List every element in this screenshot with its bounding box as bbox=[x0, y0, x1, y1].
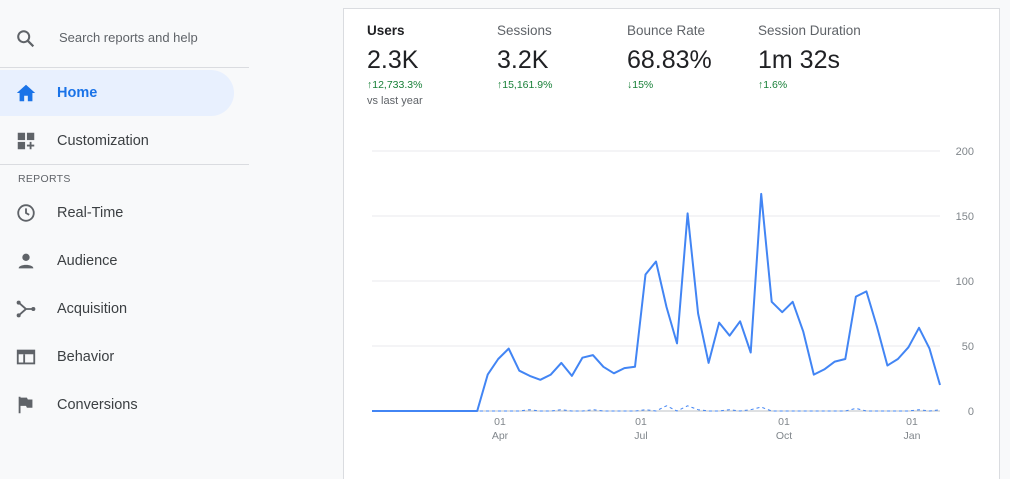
metric-label: Sessions bbox=[497, 23, 552, 38]
nav-real-time-label: Real-Time bbox=[57, 205, 124, 221]
overview-card: Users 2.3K ↑12,733.3% vs last year Sessi… bbox=[343, 8, 1000, 479]
x-tick-day: 01 bbox=[635, 416, 647, 428]
web-page-icon bbox=[16, 349, 36, 365]
person-icon bbox=[18, 253, 34, 269]
metric-value: 3.2K bbox=[497, 46, 549, 74]
y-tick-label: 0 bbox=[968, 406, 974, 418]
metric-delta: ↑15,161.9% bbox=[497, 79, 553, 91]
y-tick-label: 150 bbox=[956, 211, 974, 223]
nav-real-time[interactable]: Real-Time bbox=[0, 190, 234, 236]
metric-label: Bounce Rate bbox=[627, 23, 706, 38]
metric-sessions[interactable]: Sessions 3.2K ↑15,161.9% bbox=[497, 23, 552, 91]
y-tick-label: 200 bbox=[956, 146, 974, 158]
nav-audience-label: Audience bbox=[57, 253, 118, 269]
home-icon bbox=[16, 84, 36, 102]
flag-icon bbox=[18, 396, 33, 414]
metric-label: Session Duration bbox=[758, 23, 861, 38]
x-tick-month: Apr bbox=[492, 430, 509, 442]
metric-delta: ↑12,733.3% bbox=[367, 79, 423, 91]
nav-acquisition-label: Acquisition bbox=[57, 301, 128, 317]
search-icon bbox=[17, 30, 35, 48]
nav-acquisition[interactable]: Acquisition bbox=[0, 286, 234, 332]
metric-label: Users bbox=[367, 23, 405, 38]
metric-note: vs last year bbox=[367, 95, 423, 107]
clock-icon bbox=[17, 204, 35, 222]
x-tick-day: 01 bbox=[778, 416, 790, 428]
comparison-series-line bbox=[372, 405, 941, 412]
x-tick-month: Jul bbox=[634, 430, 647, 442]
x-tick-month: Oct bbox=[776, 430, 792, 442]
metric-delta: ↓15% bbox=[627, 79, 654, 91]
search-bar[interactable]: Search reports and help bbox=[0, 0, 249, 66]
nav-customization[interactable]: Customization bbox=[0, 118, 234, 164]
divider bbox=[0, 67, 249, 68]
nav-home-label: Home bbox=[57, 85, 98, 101]
metric-delta: ↑1.6% bbox=[758, 79, 788, 91]
divider bbox=[0, 164, 249, 165]
search-placeholder[interactable]: Search reports and help bbox=[59, 30, 198, 45]
x-tick-month: Jan bbox=[904, 430, 921, 442]
y-tick-label: 100 bbox=[956, 276, 974, 288]
nav-conversions[interactable]: Conversions bbox=[0, 382, 234, 428]
nav-conversions-label: Conversions bbox=[57, 397, 138, 413]
reports-section-label: REPORTS bbox=[18, 173, 71, 185]
users-series-line bbox=[372, 192, 941, 412]
dashboard-plus-icon bbox=[17, 132, 35, 150]
nav-customization-label: Customization bbox=[57, 133, 149, 149]
nav-audience[interactable]: Audience bbox=[0, 238, 234, 284]
nav-behavior[interactable]: Behavior bbox=[0, 334, 234, 380]
users-line-chart: 200 150 100 50 0 01 Apr 01 Jul 01 Oct 01 Jan bbox=[372, 146, 974, 442]
sidebar: Search reports and help Home Customizati… bbox=[0, 0, 249, 468]
x-tick-day: 01 bbox=[494, 416, 506, 428]
metric-value: 2.3K bbox=[367, 46, 419, 74]
metric-users[interactable]: Users 2.3K ↑12,733.3% vs last year bbox=[367, 23, 423, 107]
x-tick-day: 01 bbox=[906, 416, 918, 428]
metric-value: 1m 32s bbox=[758, 46, 840, 74]
metric-bounce-rate[interactable]: Bounce Rate 68.83% ↓15% bbox=[627, 23, 712, 91]
merge-icon bbox=[16, 300, 36, 318]
nav-behavior-label: Behavior bbox=[57, 349, 115, 365]
nav-home[interactable]: Home bbox=[0, 70, 234, 116]
y-tick-label: 50 bbox=[962, 341, 974, 353]
metric-session-duration[interactable]: Session Duration 1m 32s ↑1.6% bbox=[758, 23, 861, 91]
metric-value: 68.83% bbox=[627, 46, 712, 74]
